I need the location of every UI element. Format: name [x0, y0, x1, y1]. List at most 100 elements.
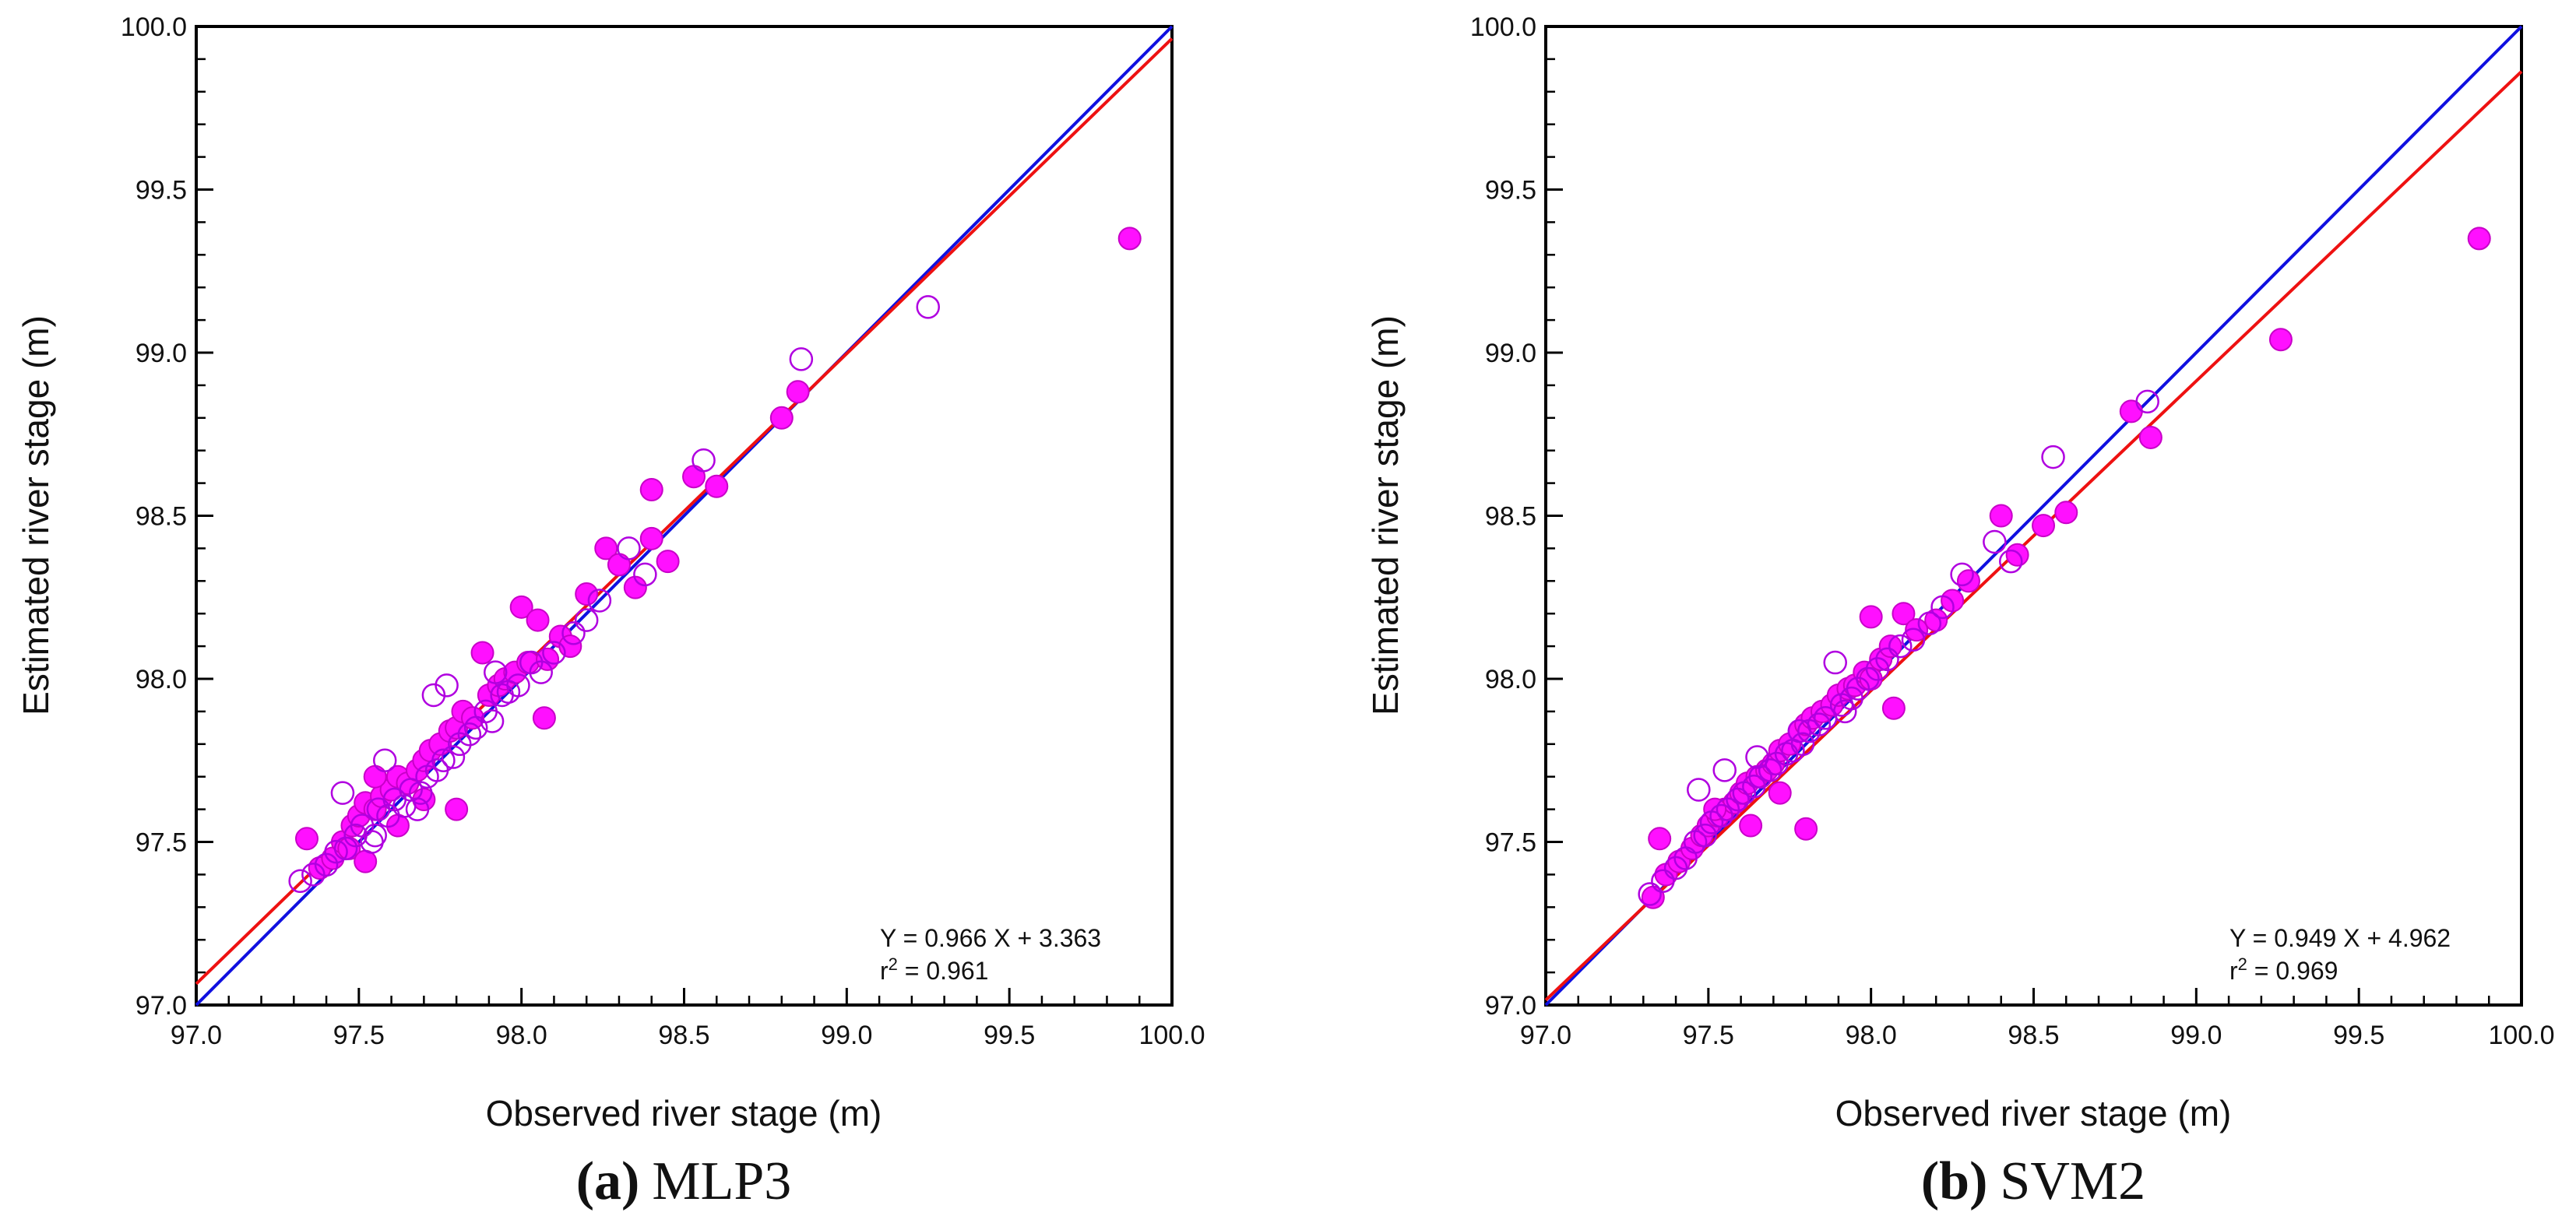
x-tick-label: 98.0 — [1846, 1021, 1897, 1050]
data-point-open — [408, 781, 433, 805]
data-point-filled — [1878, 634, 1902, 659]
y-axis-ticks: 97.0 97.5 98.0 98.5 99.0 99.5 100.0 — [121, 12, 213, 1021]
data-point-filled — [1117, 227, 1142, 251]
data-point-filled — [1859, 605, 1883, 629]
one-to-one-line — [195, 25, 1174, 1007]
data-point-filled — [536, 647, 560, 671]
data-point-open — [529, 660, 553, 684]
y-axis-title: Estimated river stage (m) — [1365, 315, 1406, 715]
r-squared-exponent: 2 — [2238, 954, 2247, 974]
x-axis-title: Observed river stage (m) — [1835, 1093, 2232, 1133]
data-point-filled — [295, 827, 319, 851]
y-tick-label: 99.0 — [135, 339, 187, 368]
y-tick-label: 97.0 — [135, 991, 187, 1021]
r-squared-value: = 0.961 — [898, 957, 989, 985]
panel-a-mlp3: 97.0 97.5 98.0 98.5 99.0 99.5 100.0 97.0 97.5 98… — [16, 12, 1205, 1211]
x-tick-label: 99.0 — [821, 1021, 872, 1050]
y-tick-label: 98.5 — [1485, 502, 1536, 532]
data-point-filled — [532, 706, 556, 730]
data-point-open — [441, 745, 466, 769]
data-point-open — [1888, 634, 1913, 659]
data-point-open — [480, 709, 505, 733]
data-point-filled — [1739, 814, 1763, 838]
data-point-filled — [639, 477, 663, 501]
data-point-filled — [769, 406, 794, 430]
data-point-open — [1638, 882, 1662, 906]
y-tick-label: 100.0 — [1470, 12, 1536, 42]
r-squared-exponent: 2 — [889, 954, 898, 974]
data-point-open — [1712, 758, 1737, 782]
data-point-open — [372, 748, 397, 772]
data-point-filled — [682, 465, 706, 489]
y-axis-title: Estimated river stage (m) — [16, 315, 56, 715]
data-point-filled — [1648, 827, 1672, 851]
data-point-open — [617, 536, 641, 561]
data-point-filled — [363, 764, 387, 789]
r-squared: r2 = 0.969 — [2229, 954, 2338, 985]
regression-equation: Y = 0.949 X + 4.962 — [2229, 924, 2451, 952]
data-point-filled — [1768, 781, 1792, 805]
data-point-open — [1856, 666, 1880, 691]
data-point-open — [1787, 719, 1812, 743]
x-tick-label: 97.5 — [333, 1021, 385, 1050]
data-point-filled — [786, 380, 810, 404]
data-point-filled — [656, 550, 680, 574]
y-tick-label: 100.0 — [121, 12, 187, 42]
data-point-filled — [445, 797, 469, 821]
data-point-open — [431, 748, 456, 772]
y-tick-label: 98.0 — [1485, 665, 1536, 694]
data-point-open — [1651, 869, 1675, 894]
data-point-open — [1917, 611, 1942, 636]
data-points — [1638, 227, 2491, 909]
data-points — [288, 227, 1142, 894]
data-point-open — [1833, 699, 1857, 724]
data-point-open — [457, 722, 482, 747]
x-tick-label: 98.0 — [496, 1021, 547, 1050]
caption-letter: (a) — [576, 1151, 640, 1211]
data-point-filled — [607, 553, 631, 577]
y-tick-label: 97.5 — [135, 828, 187, 858]
data-point-filled — [470, 641, 494, 665]
data-point-filled — [1892, 602, 1916, 626]
x-axis-ticks: 97.0 97.5 98.0 98.5 99.0 99.5 100.0 — [171, 988, 1205, 1050]
data-point-open — [1999, 549, 2023, 574]
data-point-open — [324, 839, 348, 864]
y-tick-label: 97.0 — [1485, 991, 1536, 1021]
x-tick-label: 97.0 — [1520, 1021, 1571, 1050]
data-point-filled — [526, 608, 550, 632]
data-point-open — [1745, 745, 1769, 769]
data-point-filled — [2054, 501, 2078, 525]
regression-line — [1544, 70, 2523, 1002]
data-point-open — [542, 641, 566, 665]
data-point-open — [1726, 787, 1750, 812]
data-point-open — [1693, 823, 1717, 848]
data-point-filled — [354, 849, 378, 873]
data-point-open — [916, 295, 940, 319]
x-tick-label: 100.0 — [1138, 1021, 1205, 1050]
x-tick-label: 97.0 — [171, 1021, 222, 1050]
y-tick-label: 97.5 — [1485, 828, 1536, 858]
data-point-filled — [1881, 696, 1906, 720]
data-point-open — [484, 660, 508, 684]
x-tick-label: 99.0 — [2170, 1021, 2222, 1050]
data-point-open — [1790, 732, 1815, 757]
y-tick-label: 98.5 — [135, 502, 187, 532]
data-point-filled — [2119, 399, 2143, 423]
data-point-open — [1983, 529, 2007, 554]
data-point-open — [363, 823, 387, 848]
caption-letter: (b) — [1921, 1151, 1988, 1211]
data-point-open — [1901, 627, 1926, 652]
data-point-open — [1687, 778, 1711, 802]
data-point-filled — [2268, 328, 2293, 352]
data-point-open — [574, 608, 599, 632]
data-point-open — [405, 797, 430, 821]
data-point-filled — [705, 474, 729, 498]
data-point-open — [1865, 657, 1890, 681]
r-squared-value: = 0.969 — [2247, 957, 2338, 985]
data-point-open — [448, 732, 472, 757]
x-tick-label: 97.5 — [1683, 1021, 1734, 1050]
data-point-open — [561, 621, 586, 645]
data-point-open — [435, 673, 459, 698]
x-tick-label: 98.5 — [2008, 1021, 2059, 1050]
